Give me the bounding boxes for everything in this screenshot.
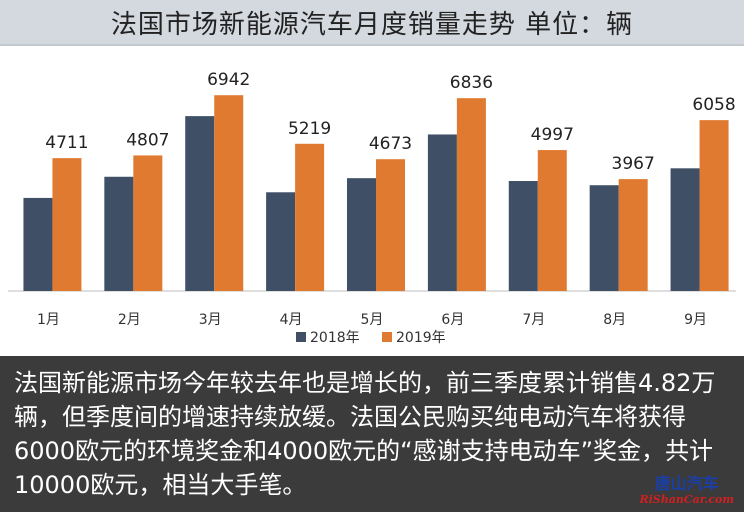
data-label-6: 6836 (450, 73, 493, 93)
x-tick-label-2: 2月 (118, 312, 141, 328)
legend-swatch-2018 (296, 332, 306, 342)
x-tick-label-4: 4月 (280, 312, 303, 328)
data-label-1: 4711 (45, 133, 88, 153)
watermark-en: RiShanCar.com (639, 493, 734, 506)
data-label-5: 4673 (369, 134, 412, 154)
chart-area: 4711 1月 4807 2月 6942 3月 5219 4月 4673 5月 6836 6月 4997… (0, 46, 744, 356)
legend-swatch-2019 (382, 332, 392, 342)
data-label-4: 5219 (288, 119, 331, 139)
bar-2018-9 (670, 168, 700, 291)
bar-2018-5 (347, 178, 376, 291)
bar-2019-8 (618, 179, 648, 291)
data-label-8: 3967 (612, 154, 655, 174)
bar-2019-5 (376, 159, 405, 291)
x-tick-label-1: 1月 (37, 312, 60, 328)
x-tick-label-6: 6月 (441, 312, 464, 328)
bar-2018-2 (104, 176, 134, 291)
bar-2019-2 (133, 155, 163, 291)
x-tick-label-5: 5月 (361, 312, 384, 328)
bar-2019-3 (214, 95, 244, 291)
x-tick-label-8: 8月 (603, 312, 626, 328)
x-tick-label-7: 7月 (522, 312, 545, 328)
x-tick-label-9: 9月 (684, 312, 707, 328)
watermark-cn: 唐山汽车 (654, 474, 719, 493)
bar-2018-6 (427, 134, 457, 291)
bar-2019-6 (456, 98, 486, 291)
legend-label-2019: 2019年 (396, 330, 446, 346)
caption-text: 法国新能源市场今年较去年也是增长的，前三季度累计销售4.82万辆，但季度间的增速… (14, 369, 716, 499)
bar-2019-7 (537, 150, 567, 291)
bar-2019-1 (52, 158, 82, 291)
watermark-logo: 唐山汽车 RiShanCar.com (639, 474, 734, 507)
legend-label-2018: 2018年 (310, 330, 360, 346)
data-label-2: 4807 (126, 130, 169, 150)
bar-2019-9 (699, 120, 729, 291)
bar-2019-4 (295, 143, 325, 291)
bar-2018-4 (266, 192, 296, 291)
bar-chart: 4711 1月 4807 2月 6942 3月 5219 4月 4673 5月 6836 6月 4997… (8, 70, 736, 346)
bar-2018-8 (589, 185, 619, 291)
caption-box: 法国新能源市场今年较去年也是增长的，前三季度累计销售4.82万辆，但季度间的增速… (0, 356, 744, 512)
data-label-7: 4997 (531, 125, 574, 145)
bar-2018-3 (185, 116, 215, 291)
data-label-3: 6942 (207, 70, 250, 90)
data-label-9: 6058 (692, 95, 735, 115)
bar-2018-1 (23, 197, 53, 291)
bar-2018-7 (508, 181, 538, 291)
x-tick-label-3: 3月 (199, 312, 222, 328)
chart-title: 法国市场新能源汽车月度销量走势 单位：辆 (0, 0, 744, 46)
